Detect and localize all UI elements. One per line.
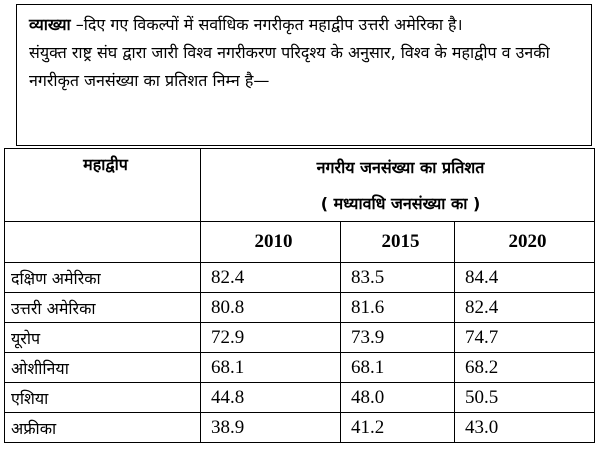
- value-cell: 41.2: [340, 412, 455, 443]
- continent-cell: अफ्रीका: [4, 412, 201, 443]
- value-cell: 44.8: [200, 382, 341, 413]
- value-cell: 68.2: [453, 352, 596, 383]
- table-subheader-row: ( मध्यावधि जनसंख्या का ): [5, 185, 596, 222]
- header-urban-subtitle: ( मध्यावधि जनसंख्या का ): [199, 185, 596, 222]
- value-cell: 81.6: [340, 292, 455, 323]
- table-row: ओशीनिया 68.1 68.1 68.2: [4, 352, 596, 383]
- value-cell: 82.4: [200, 262, 341, 293]
- header-year: 2015: [340, 221, 455, 263]
- explanation-heading: व्याख्या: [29, 15, 71, 34]
- continent-cell: उत्तरी अमेरिका: [4, 292, 201, 323]
- table-row: उत्तरी अमेरिका 80.8 81.6 82.4: [4, 292, 596, 323]
- value-cell: 72.9: [200, 322, 341, 353]
- table-year-row: 2010 2015 2020: [4, 221, 596, 263]
- header-year: 2010: [200, 221, 341, 263]
- header-continent: महाद्वीप: [4, 148, 201, 222]
- value-cell: 50.5: [453, 382, 596, 413]
- value-cell: 82.4: [453, 292, 596, 323]
- continent-cell: ओशीनिया: [4, 352, 201, 383]
- continent-cell: एशिया: [4, 382, 201, 413]
- table-row: एशिया 44.8 48.0 50.5: [4, 382, 596, 413]
- header-empty-cell: [4, 221, 201, 263]
- explanation-box: व्याख्या –दिए गए विकल्पों में सर्वाधिक न…: [16, 4, 592, 146]
- value-cell: 38.9: [200, 412, 341, 443]
- value-cell: 73.9: [340, 322, 455, 353]
- value-cell: 68.1: [200, 352, 341, 383]
- cropped-text-fragment: [150, 446, 260, 454]
- value-cell: 43.0: [453, 412, 596, 443]
- explanation-paragraph-2: संयुक्त राष्ट्र संघ द्वारा जारी विश्व नग…: [29, 43, 550, 90]
- table-row: यूरोप 72.9 73.9 74.7: [4, 322, 596, 353]
- value-cell: 84.4: [453, 262, 596, 293]
- explanation-answer-text: –दिए गए विकल्पों में सर्वाधिक नगरीकृत मह…: [70, 15, 463, 34]
- table-row: दक्षिण अमेरिका 82.4 83.5 84.4: [4, 262, 596, 293]
- value-cell: 48.0: [340, 382, 455, 413]
- continent-cell: यूरोप: [4, 322, 201, 353]
- table-header-row: महाद्वीप नगरीय जनसंख्या का प्रतिशत: [4, 148, 596, 222]
- urbanization-table: महाद्वीप नगरीय जनसंख्या का प्रतिशत ( मध्…: [4, 148, 596, 443]
- continent-cell: दक्षिण अमेरिका: [4, 262, 201, 293]
- value-cell: 80.8: [200, 292, 341, 323]
- value-cell: 68.1: [340, 352, 455, 383]
- table-row: अफ्रीका 38.9 41.2 43.0: [4, 412, 596, 443]
- header-urban-title: नगरीय जनसंख्या का प्रतिशत: [199, 148, 596, 185]
- explanation-paragraph-1: व्याख्या –दिए गए विकल्पों में सर्वाधिक न…: [29, 11, 581, 39]
- value-cell: 74.7: [453, 322, 596, 353]
- value-cell: 83.5: [340, 262, 455, 293]
- header-year: 2020: [453, 221, 596, 263]
